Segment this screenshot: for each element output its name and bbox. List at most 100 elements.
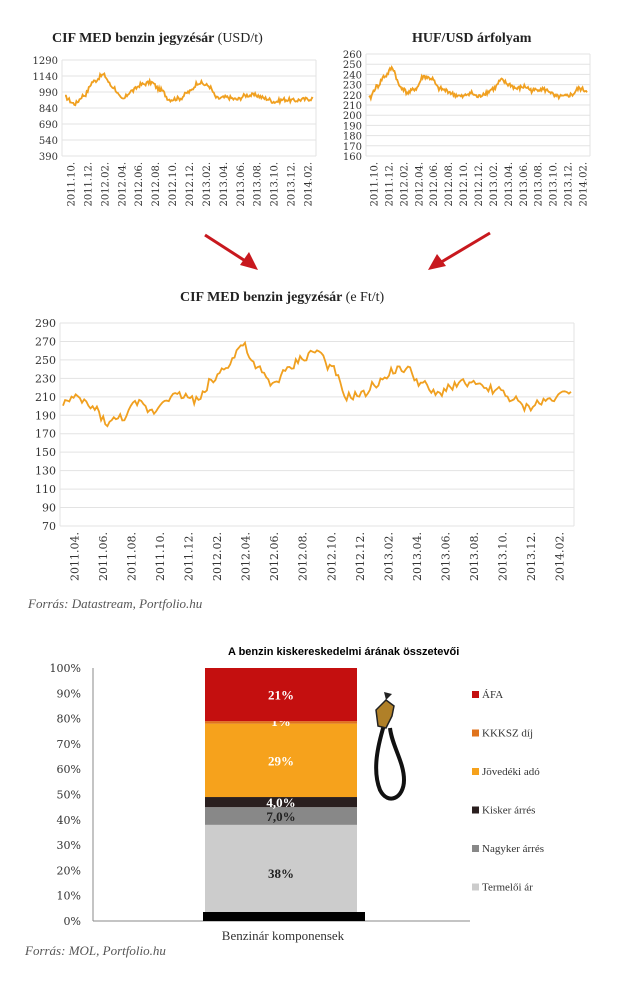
x-tick-label: 2011.12.	[183, 532, 196, 581]
legend-swatch	[472, 729, 479, 737]
legend-label: ÁFA	[482, 689, 503, 701]
x-tick-label: 2012.06.	[134, 162, 145, 207]
segment-label: 38%	[268, 866, 294, 881]
y-tick-label: 200	[343, 111, 362, 122]
huf-chart-title: HUF/USD árfolyam	[412, 31, 532, 46]
y-tick-label: 270	[35, 335, 56, 348]
x-tick-label: 2011.12.	[83, 162, 94, 207]
y-tick-label: 220	[343, 91, 362, 102]
y-tick-label: 1290	[33, 56, 58, 67]
x-tick-label: 2012.08.	[444, 162, 455, 207]
legend-label: Jövedéki adó	[482, 766, 540, 778]
eft-x-axis: 2011.04. 2011.06. 2011.08. 2011.10. 2011.12.…	[68, 532, 566, 581]
huf-rate-line	[368, 65, 588, 102]
legend-swatch	[472, 691, 479, 698]
segment-label: 21%	[268, 688, 294, 703]
x-tick-label: 2012.06.	[268, 532, 281, 581]
x-tick-label: 2011.10.	[369, 162, 380, 207]
x-tick-label: 2013.06.	[519, 162, 530, 207]
fuel-nozzle-icon	[374, 692, 407, 801]
y-tick-label: 180	[343, 132, 362, 143]
x-tick-label: 2013.10.	[270, 162, 281, 207]
x-tick-label: 2012.02.	[399, 162, 410, 207]
x-tick-label: 2011.10.	[154, 532, 167, 581]
usd-chart-title: CIF MED benzin jegyzésár (USD/t)	[52, 31, 263, 46]
eft-gridlines	[59, 322, 575, 527]
y-tick-label: 50%	[57, 789, 81, 802]
x-tick-label: 2013.02.	[489, 162, 500, 207]
x-tick-label: 2013.02.	[382, 532, 395, 581]
price-components-chart: A benzin kiskereskedelmi árának összetev…	[24, 646, 544, 958]
y-tick-label: 110	[35, 483, 56, 496]
legend-swatch	[472, 883, 479, 891]
y-tick-label: 390	[39, 152, 58, 163]
eft-y-axis: 290 270 250 230 210 190 170 150 130 110 90 70	[35, 317, 56, 533]
stack-chart-title: A benzin kiskereskedelmi árának összetev…	[228, 646, 459, 658]
x-tick-label: 2013.10.	[497, 532, 510, 581]
x-tick-label: 2014.02.	[579, 162, 590, 207]
stack-legend: ÁFA KKKSZ díj Jövedéki adó Kisker árrés Nagy…	[472, 689, 544, 894]
x-tick-label: 2011.10.	[66, 162, 77, 207]
usd-x-axis: 2011.10. 2011.12. 2012.02. 2012.04. 2012.06.…	[66, 162, 314, 207]
usd-price-chart: CIF MED benzin jegyzésár (USD/t) 1290 114…	[33, 31, 317, 207]
arrow-right-icon	[428, 231, 491, 270]
x-tick-label: 2012.02.	[100, 162, 111, 207]
x-tick-label: 2013.12.	[564, 162, 575, 207]
bar-segment	[205, 807, 357, 825]
x-tick-label: 2013.06.	[236, 162, 247, 207]
y-tick-label: 40%	[57, 814, 81, 827]
stack-category-label: Benzinár komponensek	[222, 928, 345, 943]
x-tick-label: 2014.02.	[304, 162, 315, 207]
x-tick-label: 2011.12.	[384, 162, 395, 207]
bar-segment	[205, 723, 357, 798]
x-tick-label: 2012.04.	[414, 162, 425, 207]
x-tick-label: 2012.08.	[297, 532, 310, 581]
segment-label: 29%	[268, 753, 294, 768]
y-tick-label: 100%	[50, 662, 81, 675]
y-tick-label: 90	[42, 502, 56, 515]
usd-price-line	[65, 71, 314, 107]
y-tick-label: 250	[35, 354, 56, 367]
legend-swatch	[472, 768, 479, 775]
y-tick-label: 170	[35, 428, 56, 441]
x-tick-label: 2013.08.	[253, 162, 264, 207]
source-note-1: Forrás: Datastream, Portfolio.hu	[27, 596, 203, 611]
huf-gridlines	[365, 53, 591, 157]
x-tick-label: 2012.04.	[117, 162, 128, 207]
huf-x-axis: 2011.10. 2011.12. 2012.02. 2012.04. 2012.06.…	[369, 162, 589, 207]
y-tick-label: 290	[35, 317, 56, 330]
y-tick-label: 10%	[57, 890, 81, 903]
x-tick-label: 2013.04.	[411, 532, 424, 581]
y-tick-label: 250	[343, 60, 362, 71]
y-tick-label: 160	[343, 152, 362, 163]
y-tick-label: 210	[343, 101, 362, 112]
y-tick-label: 190	[35, 409, 56, 422]
y-tick-label: 240	[343, 70, 362, 81]
y-tick-label: 130	[35, 465, 56, 478]
y-tick-label: 210	[35, 391, 56, 404]
bar-segment	[205, 824, 357, 921]
x-tick-label: 2011.08.	[125, 532, 138, 581]
x-tick-label: 2013.12.	[525, 532, 538, 581]
y-tick-label: 0%	[64, 915, 81, 928]
legend-label: KKKSZ díj	[482, 728, 533, 740]
huf-usd-chart: HUF/USD árfolyam 26025024023022021020019…	[343, 31, 591, 207]
arrow-left-icon	[204, 233, 258, 270]
legend-swatch	[472, 845, 479, 852]
pump-base	[203, 912, 365, 921]
x-tick-label: 2012.12.	[354, 532, 367, 581]
x-tick-label: 2012.04.	[240, 532, 253, 581]
bar-segment	[205, 797, 357, 808]
eft-price-line	[62, 340, 572, 428]
source-note-2: Forrás: MOL, Portfolio.hu	[24, 943, 166, 958]
segment-label: 4,0%	[266, 795, 295, 810]
x-tick-label: 2013.04.	[504, 162, 515, 207]
y-tick-label: 230	[343, 81, 362, 92]
x-tick-label: 2012.06.	[429, 162, 440, 207]
legend-label: Termelői ár	[482, 882, 533, 894]
x-tick-label: 2012.10.	[459, 162, 470, 207]
y-tick-label: 260	[343, 50, 362, 61]
eft-price-chart: CIF MED benzin jegyzésár (e Ft/t) 290 270…	[27, 290, 575, 611]
